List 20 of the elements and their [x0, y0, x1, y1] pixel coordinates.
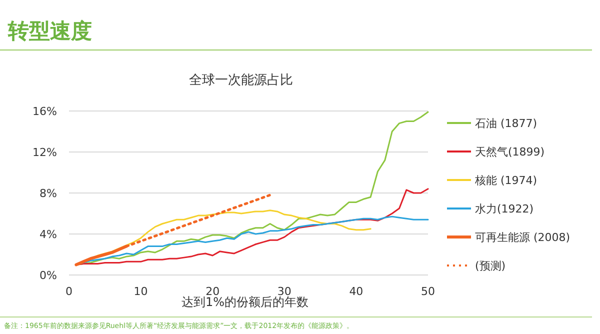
- chart-title: 转型速度: [7, 19, 92, 43]
- legend-label: 水力(1922): [475, 202, 534, 216]
- legend-label: 核能 (1974): [474, 174, 538, 187]
- x-tick-label: 10: [134, 285, 148, 298]
- x-tick-label: 30: [277, 285, 292, 298]
- legend-label: 石油 (1877): [475, 117, 538, 130]
- chart-subtitle: 全球一次能源占比: [189, 73, 293, 88]
- legend-label: 天然气(1899): [475, 146, 545, 158]
- x-tick-label: 0: [66, 285, 72, 298]
- x-axis-title: 达到1%的份额后的年数: [181, 295, 309, 309]
- y-tick-label: 0%: [40, 269, 57, 282]
- y-tick-label: 16%: [32, 105, 57, 118]
- x-tick-label: 50: [421, 285, 435, 298]
- y-tick-label: 4%: [40, 228, 57, 241]
- legend-label: 可再生能源 (2008): [475, 231, 570, 244]
- y-tick-label: 8%: [40, 187, 57, 200]
- y-tick-label: 12%: [32, 146, 57, 159]
- x-tick-label: 20: [206, 285, 220, 298]
- x-tick-label: 40: [349, 285, 364, 298]
- legend-label: (预测): [475, 260, 506, 272]
